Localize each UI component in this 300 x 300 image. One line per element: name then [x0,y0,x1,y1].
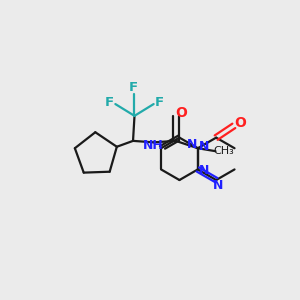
Text: F: F [105,96,114,109]
Text: CH₃: CH₃ [213,146,234,156]
Text: O: O [175,106,187,121]
Text: N: N [199,164,209,177]
Text: N: N [187,138,197,151]
Text: F: F [128,81,138,94]
Text: NH: NH [143,139,164,152]
Text: N: N [212,179,223,192]
Text: F: F [155,96,164,109]
Text: O: O [234,116,246,130]
Text: N: N [199,140,209,153]
